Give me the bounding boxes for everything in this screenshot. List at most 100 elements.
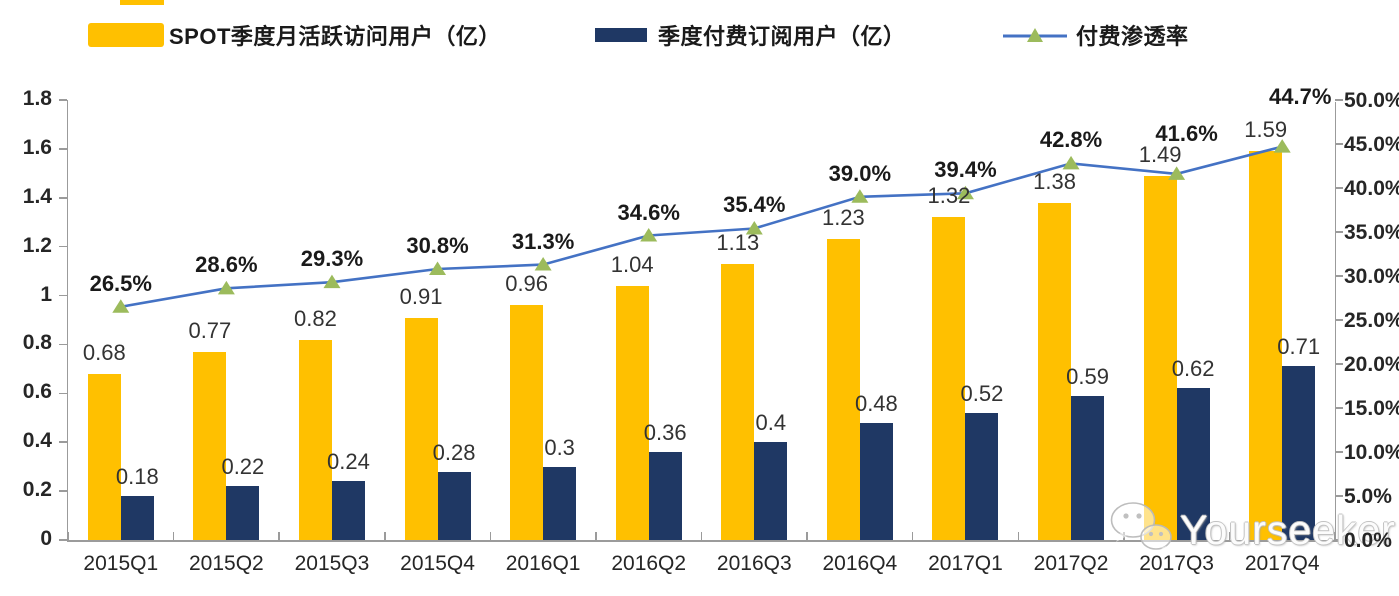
x-axis-category-label: 2016Q3 (716, 552, 792, 575)
y-axis-right-tick-label: 15.0% (1344, 397, 1399, 420)
triangle-marker (851, 189, 869, 203)
y-axis-left-tick-label: 1.4 (22, 184, 52, 208)
x-axis-tick (595, 532, 597, 540)
x-axis-category-label: 2017Q1 (928, 552, 1003, 575)
penetration-value-label: 41.6% (1155, 120, 1218, 146)
cropped-yellow-artifact (120, 0, 164, 5)
mau-bar-value-label: 0.77 (188, 317, 232, 343)
triangle-marker (112, 299, 130, 313)
subscriber-bar-value-label: 0.48 (854, 390, 898, 416)
y-axis-left-tick (59, 99, 67, 101)
y-axis-left-tick (59, 392, 67, 395)
watermark-text: Yourseeker (1180, 507, 1396, 553)
y-axis-right-tick-label: 35.0% (1344, 221, 1399, 244)
x-axis-tick (384, 532, 386, 540)
x-axis-category-label: 2015Q2 (189, 552, 264, 575)
penetration-value-label: 31.3% (511, 228, 575, 254)
subscriber-bar (331, 481, 365, 540)
y-axis-left-tick (59, 441, 67, 443)
y-axis-left-line (66, 100, 68, 542)
mau-bar-value-label: 1.59 (1244, 117, 1288, 143)
penetration-value-label: 34.6% (617, 199, 680, 225)
x-axis-category-label: 2016Q4 (822, 552, 898, 575)
y-axis-left-tick (59, 148, 67, 150)
legend-item-subscribers[interactable]: 季度付费订阅用户（亿） (595, 18, 906, 52)
subscriber-bar-value-label: 0.28 (432, 439, 476, 465)
mau-bar-value-label: 1.23 (821, 205, 865, 231)
triangle-marker (429, 261, 447, 275)
mau-bar-value-label: 0.82 (294, 305, 337, 331)
penetration-value-label: 42.8% (1039, 127, 1103, 153)
subscriber-bar-value-label: 0.22 (221, 454, 265, 480)
x-axis-tick (278, 532, 280, 540)
x-axis-category-label: 2015Q1 (83, 552, 159, 575)
legend-label-penetration: 付费渗透率 (1076, 24, 1189, 49)
triangle-marker (217, 280, 235, 295)
y-axis-right-tick (1335, 319, 1343, 321)
y-axis-left-tick (59, 245, 67, 248)
x-axis-tick (1334, 532, 1336, 540)
mau-bar-value-label: 1.32 (927, 183, 971, 209)
y-axis-left-tick (59, 490, 67, 492)
legend-item-mau[interactable]: SPOT季度月活跃访问用户（亿） (88, 18, 501, 52)
x-axis-tick (806, 532, 808, 540)
x-axis-category-label: 2017Q3 (1139, 552, 1214, 575)
mau-bar (87, 373, 121, 540)
subscriber-bar (754, 442, 788, 540)
y-axis-right-tick (1335, 539, 1343, 541)
subscriber-bar-value-label: 0.24 (327, 449, 370, 475)
triangle-marker (1062, 155, 1080, 170)
y-axis-left-tick (59, 294, 67, 297)
subscriber-bar (1176, 388, 1210, 540)
y-axis-left-tick-label: 1.8 (22, 87, 52, 110)
y-axis-left-tick-label: 0.8 (22, 331, 52, 355)
y-axis-left-tick-label: 1 (40, 282, 52, 306)
y-axis-left-tick-label: 1.2 (22, 233, 52, 257)
mau-bar-value-label: 0.96 (505, 271, 549, 297)
subscriber-bar (437, 471, 471, 540)
x-axis-category-label: 2017Q2 (1033, 552, 1109, 575)
x-axis-category-label: 2015Q3 (294, 552, 370, 575)
penetration-value-label: 39.0% (828, 160, 892, 186)
y-axis-left-tick (59, 539, 67, 541)
x-axis-tick (700, 532, 703, 540)
y-axis-right-tick (1335, 231, 1343, 233)
y-axis-left-tick-label: 0.6 (22, 380, 52, 404)
x-axis-tick (67, 532, 69, 540)
subscriber-bar (859, 422, 893, 540)
legend-item-penetration[interactable]: 付费渗透率 (1003, 18, 1189, 52)
y-axis-right-tick-label: 50.0% (1344, 89, 1399, 112)
x-axis-tick (172, 532, 175, 540)
penetration-value-label: 35.4% (723, 192, 786, 218)
subscriber-bar-value-label: 0.4 (755, 410, 787, 436)
mau-bar-value-label: 0.91 (399, 283, 443, 309)
subscriber-bar-value-label: 0.52 (960, 380, 1004, 406)
y-axis-right-tick (1335, 143, 1343, 145)
mau-bar (193, 351, 227, 540)
y-axis-right-tick-label: 10.0% (1344, 441, 1399, 464)
y-axis-right-tick (1335, 495, 1343, 497)
x-axis-tick (1017, 532, 1019, 540)
mau-bar (510, 305, 544, 540)
mau-bar-value-label: 1.38 (1033, 168, 1076, 194)
penetration-value-label: 26.5% (89, 270, 152, 296)
x-axis-line (66, 540, 1342, 542)
subscriber-bar (1071, 395, 1105, 540)
x-axis-tick (489, 532, 492, 540)
y-axis-left-tick-label: 0.4 (22, 429, 52, 453)
subscriber-bar-value-label: 0.62 (1171, 356, 1215, 382)
y-axis-right-tick-label: 45.0% (1344, 133, 1399, 156)
mau-bar-value-label: 1.13 (716, 229, 760, 255)
y-axis-right-tick-label: 25.0% (1344, 309, 1399, 332)
subscriber-bar (965, 412, 999, 540)
y-axis-right-tick-label: 5.0% (1344, 485, 1392, 508)
subscriber-bar (226, 486, 260, 540)
legend-label-subscribers: 季度付费订阅用户（亿） (658, 24, 906, 49)
y-axis-right-tick (1335, 187, 1343, 189)
mau-bar (932, 217, 966, 540)
penetration-value-label: 44.7% (1269, 83, 1332, 109)
x-axis-tick (911, 532, 914, 540)
y-axis-right-tick-label: 40.0% (1344, 177, 1399, 200)
triangle-marker (640, 228, 658, 242)
subscriber-bar-value-label: 0.36 (643, 420, 687, 445)
